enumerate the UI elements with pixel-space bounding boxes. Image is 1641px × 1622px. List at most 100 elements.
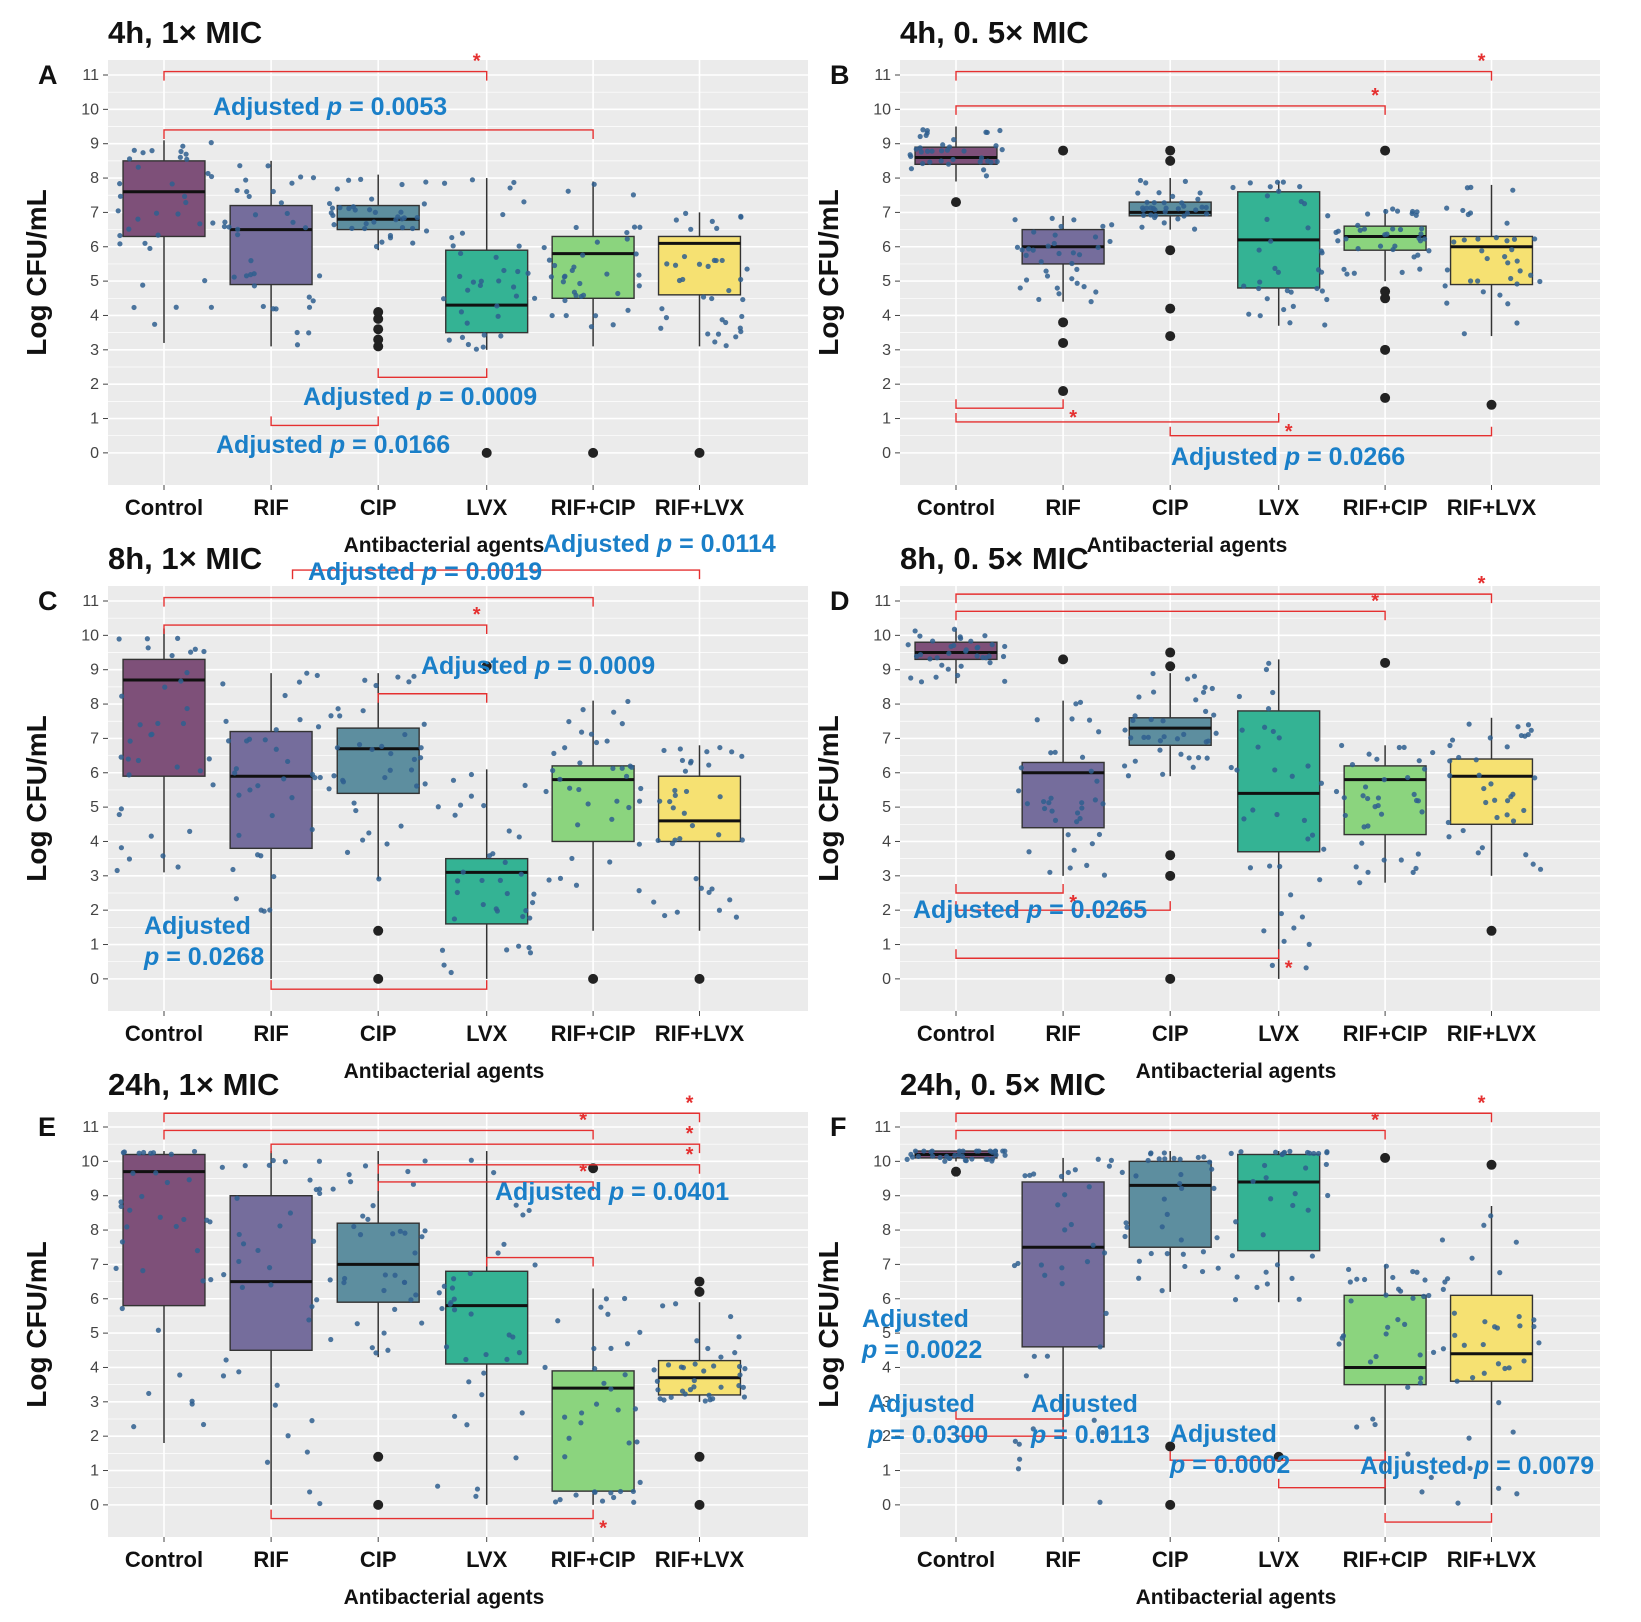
y-tick-label: 1 (882, 937, 891, 954)
data-point (1043, 268, 1049, 274)
data-point (381, 1287, 387, 1294)
data-point (1096, 729, 1102, 735)
data-point (664, 261, 670, 267)
annotation-label: Adjusted (1171, 443, 1285, 471)
data-point (1318, 248, 1324, 254)
significance-bracket (955, 901, 1171, 911)
data-point (411, 673, 417, 679)
data-point (448, 969, 454, 976)
data-point (1023, 1373, 1029, 1379)
data-point (705, 1345, 711, 1352)
box-cip (326, 174, 430, 352)
y-tick-label: 8 (90, 1222, 99, 1239)
data-point (208, 173, 215, 180)
data-point (611, 709, 617, 715)
data-point (451, 1296, 457, 1302)
data-point (960, 1153, 966, 1160)
data-point (397, 1228, 403, 1234)
data-point (243, 273, 250, 279)
data-point (1336, 1341, 1342, 1347)
outlier-point (588, 973, 599, 984)
data-point (272, 1402, 278, 1408)
data-point (609, 816, 615, 822)
y-tick-label: 5 (90, 799, 99, 816)
data-point (687, 1387, 694, 1393)
data-point (999, 147, 1005, 153)
data-point (150, 1150, 157, 1156)
data-point (1375, 802, 1381, 809)
outlier-point (373, 307, 384, 318)
data-point (169, 181, 175, 187)
data-point (1058, 223, 1064, 230)
box-body (445, 1270, 529, 1365)
box-body (551, 1370, 635, 1492)
data-point (408, 767, 415, 773)
data-point (399, 181, 405, 188)
data-point (205, 170, 211, 177)
data-point (1016, 1441, 1022, 1447)
data-point (1343, 236, 1349, 242)
data-point (1444, 205, 1450, 211)
annotation-value: = 0.0002 (1185, 1451, 1290, 1479)
data-point (1411, 791, 1417, 798)
data-point (1516, 1313, 1522, 1320)
data-point (1307, 1150, 1313, 1156)
box-rif-cip (1333, 657, 1436, 886)
data-point (1504, 744, 1510, 750)
data-point (907, 152, 913, 158)
significance-bracket (377, 693, 488, 703)
data-point (1164, 1211, 1170, 1217)
data-point (691, 1377, 697, 1384)
data-point (175, 864, 181, 870)
data-point (347, 1179, 354, 1185)
data-point (946, 1155, 952, 1161)
data-point (1378, 811, 1385, 817)
significance-star: * (686, 1123, 694, 1145)
data-point (1377, 243, 1384, 249)
x-tick-label: CIP (360, 1547, 397, 1572)
data-point (1296, 1296, 1302, 1302)
data-point (1510, 187, 1516, 193)
data-point (1175, 216, 1181, 222)
data-point (668, 1394, 674, 1400)
data-point (294, 342, 301, 348)
data-point (1481, 1222, 1487, 1228)
data-point (1076, 252, 1083, 258)
data-point (1532, 775, 1538, 781)
data-point (637, 224, 643, 230)
data-point (919, 160, 926, 167)
panel-letter: C (38, 586, 58, 616)
data-point (117, 181, 123, 187)
box-rif-cip (542, 1163, 643, 1505)
data-point (920, 127, 926, 133)
x-tick-label: CIP (360, 1021, 397, 1046)
data-point (1230, 184, 1236, 191)
data-point (345, 177, 352, 183)
box-rif-lvx (1439, 1159, 1542, 1506)
box-body (1237, 710, 1321, 853)
data-point (1228, 1150, 1234, 1156)
data-point (946, 144, 953, 150)
y-tick-label: 11 (874, 1119, 891, 1136)
y-tick-label: 11 (82, 67, 99, 84)
data-point (681, 253, 688, 260)
data-point (1506, 1365, 1512, 1371)
data-point (532, 1262, 538, 1268)
y-tick-label: 9 (90, 662, 99, 679)
outlier-point (1380, 293, 1391, 304)
data-point (271, 873, 277, 880)
data-point (1086, 717, 1093, 723)
data-point (381, 1330, 387, 1336)
x-tick-label: RIF+CIP (551, 1547, 636, 1572)
data-point (598, 1304, 604, 1310)
data-point (1384, 231, 1390, 237)
data-point (1247, 180, 1253, 186)
data-point (140, 150, 146, 156)
data-point (1156, 190, 1162, 196)
data-point (148, 833, 154, 839)
x-axis-label: Antibacterial agents (344, 1060, 545, 1083)
data-point (585, 801, 591, 807)
data-point (1517, 268, 1523, 274)
data-point (1232, 1297, 1239, 1303)
